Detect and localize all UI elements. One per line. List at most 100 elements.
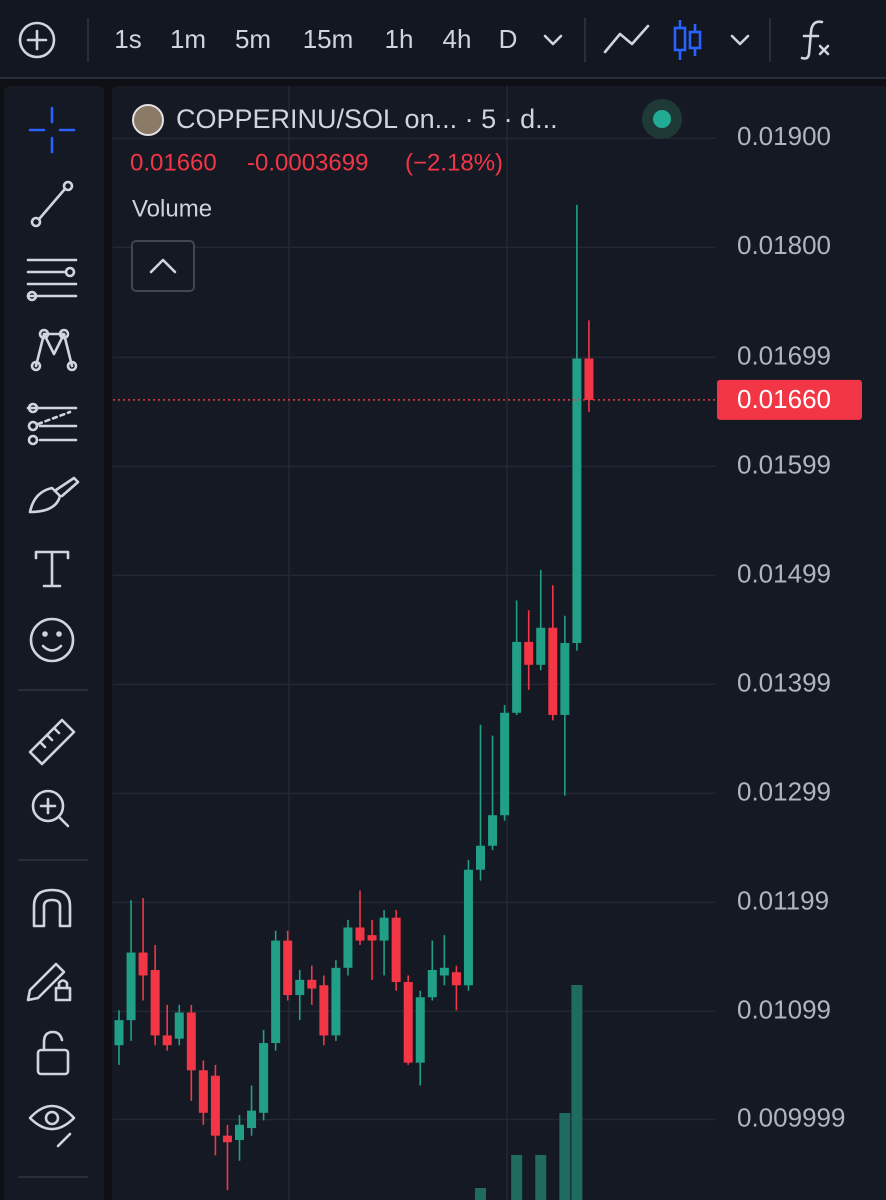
volume-bar: [559, 1113, 571, 1200]
candle-body: [114, 1020, 124, 1046]
candle-body: [198, 1070, 208, 1113]
ruler-tool[interactable]: [28, 718, 76, 766]
volume-bar: [475, 1188, 486, 1200]
candle-body: [174, 1012, 184, 1039]
candle-body: [222, 1135, 232, 1143]
visibility-tool[interactable]: [28, 1104, 76, 1148]
symbol-title: COPPERINU/SOL on... · 5 · d...: [176, 104, 558, 134]
candle-body: [536, 627, 546, 665]
token-avatar: [133, 105, 163, 135]
candle-body: [319, 985, 329, 1036]
candle-body: [210, 1075, 220, 1136]
candle-body: [584, 358, 594, 400]
timeframe-button[interactable]: 4h: [443, 24, 472, 54]
text-tool[interactable]: [34, 550, 70, 588]
candle-body: [247, 1110, 257, 1129]
lock-tool[interactable]: [36, 1030, 70, 1076]
candle-body: [235, 1124, 244, 1141]
candle-body: [126, 952, 136, 1021]
last-price: 0.01660: [130, 149, 217, 176]
candle-body: [186, 1012, 196, 1071]
zoom-tool[interactable]: [31, 789, 70, 828]
y-tick-label: 0.01699: [737, 340, 831, 370]
y-tick-label: 0.01199: [737, 885, 829, 915]
candle-body: [560, 643, 570, 715]
candle-body: [488, 815, 498, 846]
candle-body: [150, 970, 160, 1036]
top-toolbar: [0, 0, 886, 78]
candle-body: [355, 927, 365, 941]
trend-line-tool[interactable]: [30, 180, 74, 228]
price-change-percent: (−2.18%): [405, 149, 503, 176]
y-tick-label: 0.01800: [737, 230, 831, 260]
timeframe-button[interactable]: 1h: [385, 24, 414, 54]
last-price-tag-label: 0.01660: [737, 384, 831, 414]
lock-drawings-tool[interactable]: [26, 962, 72, 1002]
y-tick-label: 0.01399: [737, 667, 831, 697]
price-change: -0.0003699: [247, 149, 368, 176]
y-tick-label: 0.01299: [737, 776, 831, 806]
left-toolbar: [4, 86, 104, 1200]
candle-body: [138, 952, 148, 976]
timeframe-button[interactable]: 15m: [303, 24, 354, 54]
timeframe-button[interactable]: D: [499, 24, 518, 54]
line-chart-button[interactable]: [603, 24, 650, 54]
candle-body: [162, 1035, 172, 1046]
fib-tool[interactable]: [26, 258, 78, 302]
candle-body: [451, 972, 461, 986]
volume-bar: [535, 1155, 547, 1200]
y-tick-label: 0.01900: [737, 121, 831, 151]
candle-body: [403, 981, 413, 1063]
candle-body: [271, 940, 281, 1044]
candle-body: [415, 997, 425, 1063]
brush-tool[interactable]: [28, 476, 80, 514]
timeframe-button[interactable]: 1s: [114, 24, 141, 54]
volume-bar: [571, 985, 583, 1200]
candle-body: [463, 869, 473, 986]
y-tick-label: 0.009999: [737, 1102, 845, 1132]
candle-body: [500, 712, 510, 816]
timeframe-button[interactable]: 5m: [235, 24, 271, 54]
pattern-tool[interactable]: [30, 328, 78, 372]
magnet-tool[interactable]: [32, 888, 72, 928]
candle-chart-button[interactable]: [673, 20, 702, 60]
collapse-legend-button[interactable]: [131, 240, 195, 292]
timeframes: 1s 1m 5m 15m 1h 4h D: [114, 24, 517, 54]
y-tick-label: 0.01599: [737, 449, 831, 479]
candle-body: [343, 927, 353, 968]
candle-body: [307, 979, 317, 989]
chart-panel: [112, 86, 886, 1200]
token-avatar-border: [132, 104, 164, 136]
crosshair-tool[interactable]: [28, 106, 76, 154]
candle-body: [283, 940, 293, 996]
indicators-button[interactable]: [800, 20, 830, 60]
candle-body: [476, 845, 485, 870]
candle-body: [439, 967, 449, 976]
volume-bar: [511, 1155, 523, 1200]
add-button[interactable]: [18, 21, 56, 59]
timeframe-button[interactable]: 1m: [170, 24, 206, 54]
candle-body: [331, 967, 341, 1036]
chart-type-dropdown[interactable]: [730, 34, 750, 46]
candle-body: [548, 627, 558, 715]
candle-body: [259, 1043, 269, 1113]
candle-body: [367, 935, 377, 941]
y-tick-label: 0.01099: [737, 994, 831, 1024]
status-dot: [653, 110, 671, 128]
timeframe-dropdown[interactable]: [543, 34, 563, 46]
last-price-tag: [717, 379, 862, 420]
study-label: Volume: [132, 195, 212, 222]
candle-body: [512, 641, 522, 713]
emoji-tool[interactable]: [29, 617, 75, 663]
candle-body: [391, 917, 401, 982]
y-tick-label: 0.01499: [737, 558, 831, 588]
candle-body: [379, 917, 389, 941]
candle-body: [427, 970, 437, 998]
prediction-tool[interactable]: [26, 402, 78, 446]
candle-body: [295, 979, 305, 996]
candle-body: [572, 358, 582, 643]
candle-body: [524, 641, 534, 665]
plot: 0.01900 0.01800 0.01699 0.01599 0.01499 0.013…: [113, 121, 862, 1200]
